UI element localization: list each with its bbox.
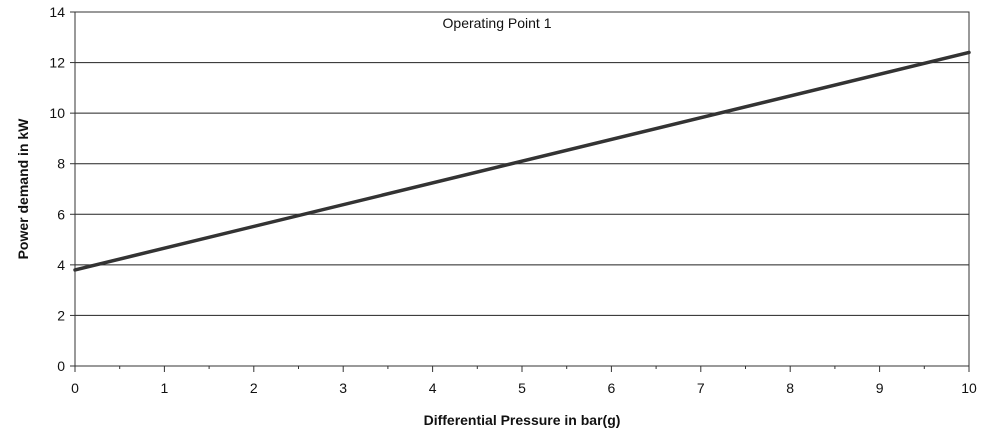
chart-title: Operating Point 1 (443, 15, 552, 31)
x-tick-label: 0 (71, 380, 79, 396)
gridlines (75, 62, 969, 316)
y-tick-label: 2 (57, 307, 65, 323)
y-tick-label: 0 (57, 358, 65, 374)
x-tick-label: 1 (161, 380, 169, 396)
x-tick-label: 10 (961, 380, 977, 396)
y-tick-label: 4 (57, 257, 65, 273)
x-tick-label: 4 (429, 380, 437, 396)
y-tick-label: 10 (49, 105, 65, 121)
y-tick-label: 8 (57, 156, 65, 172)
y-tick-label: 14 (49, 4, 65, 20)
x-tick-label: 8 (786, 380, 794, 396)
y-axis: 0 2 4 6 8 10 12 14 (49, 4, 75, 374)
x-tick-label: 3 (339, 380, 347, 396)
x-tick-label: 7 (697, 380, 705, 396)
y-tick-label: 12 (49, 55, 65, 71)
x-tick-label: 2 (250, 380, 258, 396)
y-axis-title: Power demand in kW (15, 118, 31, 260)
x-tick-label: 6 (608, 380, 616, 396)
x-tick-label: 5 (518, 380, 526, 396)
y-tick-label: 6 (57, 206, 65, 222)
series-group (73, 50, 971, 272)
x-axis-title: Differential Pressure in bar(g) (424, 412, 621, 428)
series-line (73, 50, 971, 272)
x-axis: 0 1 2 3 4 5 6 7 8 9 10 (71, 366, 977, 396)
plot-frame (74, 11, 970, 367)
x-tick-label: 9 (876, 380, 884, 396)
